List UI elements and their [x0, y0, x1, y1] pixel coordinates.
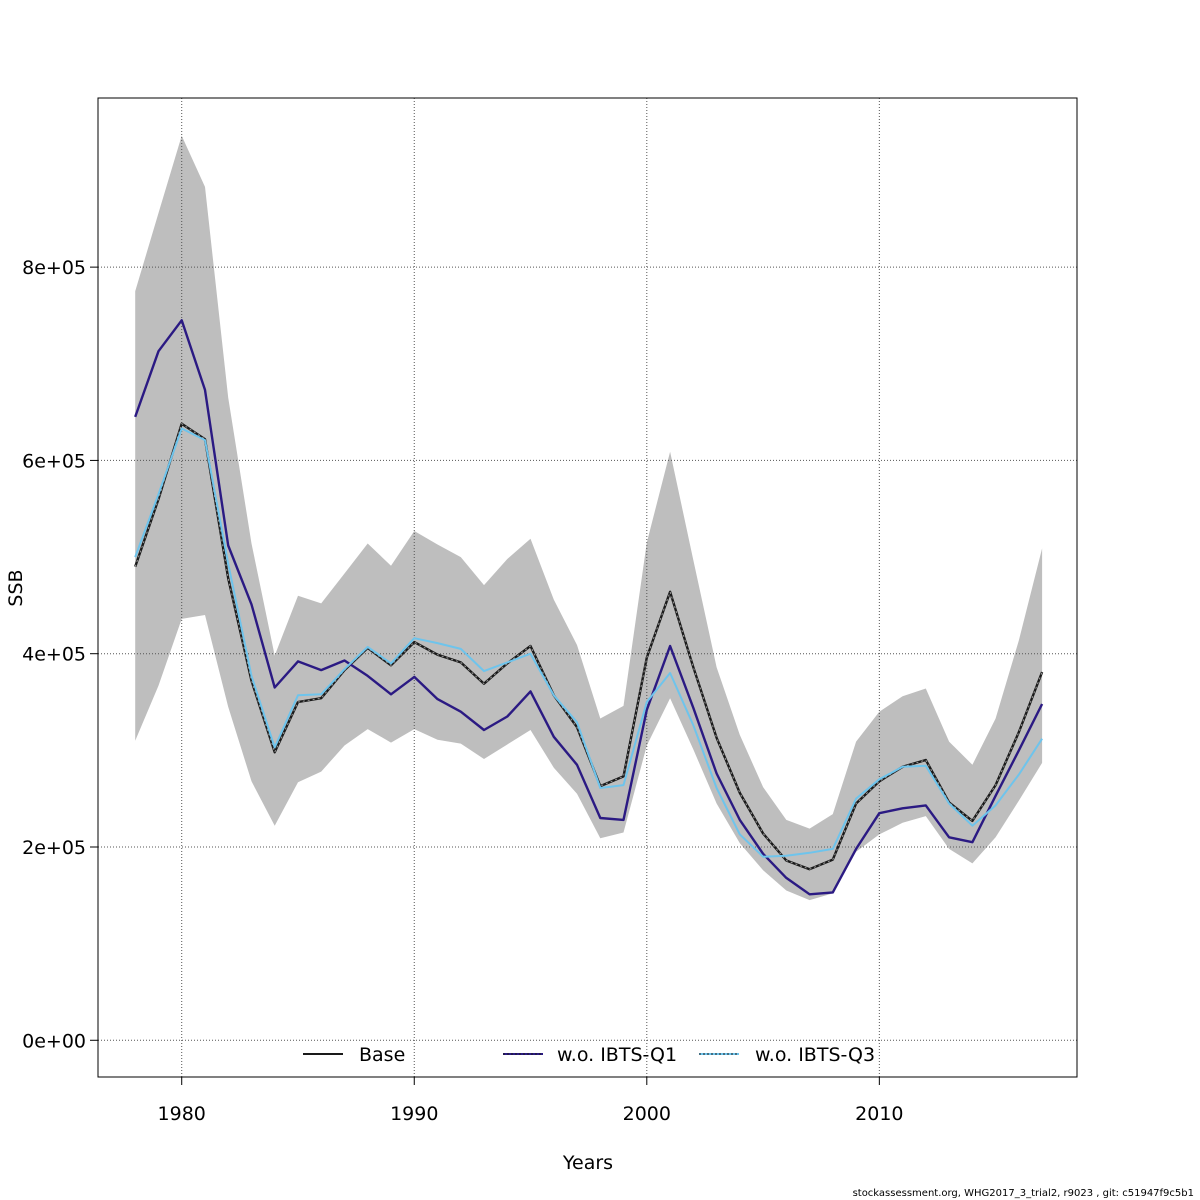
plot-frame — [97, 97, 1078, 1078]
series-layer — [134, 319, 1044, 896]
grid-layer — [98, 98, 1077, 1077]
x-axis-label: Years — [562, 1152, 613, 1174]
x-tick-label: 2010 — [855, 1103, 903, 1125]
confidence-band — [135, 135, 1043, 901]
x-tick-label: 1990 — [390, 1103, 438, 1125]
legend-label-base: Base — [359, 1044, 405, 1066]
x-tick-label: 1980 — [158, 1103, 206, 1125]
x-tick-label: 2000 — [623, 1103, 671, 1125]
legend-label-q1: w.o. IBTS-Q1 — [557, 1044, 677, 1066]
y-tick-label: 6e+05 — [22, 450, 86, 472]
y-axis-label: SSB — [5, 569, 27, 606]
y-tick-label: 0e+00 — [22, 1030, 86, 1052]
confidence-band-layer — [135, 135, 1043, 901]
footer-credit: stockassessment.org, WHG2017_3_trial2, r… — [853, 1188, 1194, 1199]
series-line-q3 — [134, 427, 1043, 858]
y-tick-label: 4e+05 — [22, 644, 86, 666]
y-tick-label: 2e+05 — [22, 837, 86, 859]
legend-label-q3: w.o. IBTS-Q3 — [755, 1044, 875, 1066]
axes-layer: 1980 1990 2000 2010 0e+00 2e+05 4e+05 6e+05 8e+0… — [22, 257, 903, 1125]
series-line-q1 — [134, 319, 1044, 896]
y-tick-label: 8e+05 — [22, 257, 86, 279]
legend: Base w.o. IBTS-Q1 w.o. IBTS-Q3 — [303, 1044, 875, 1066]
